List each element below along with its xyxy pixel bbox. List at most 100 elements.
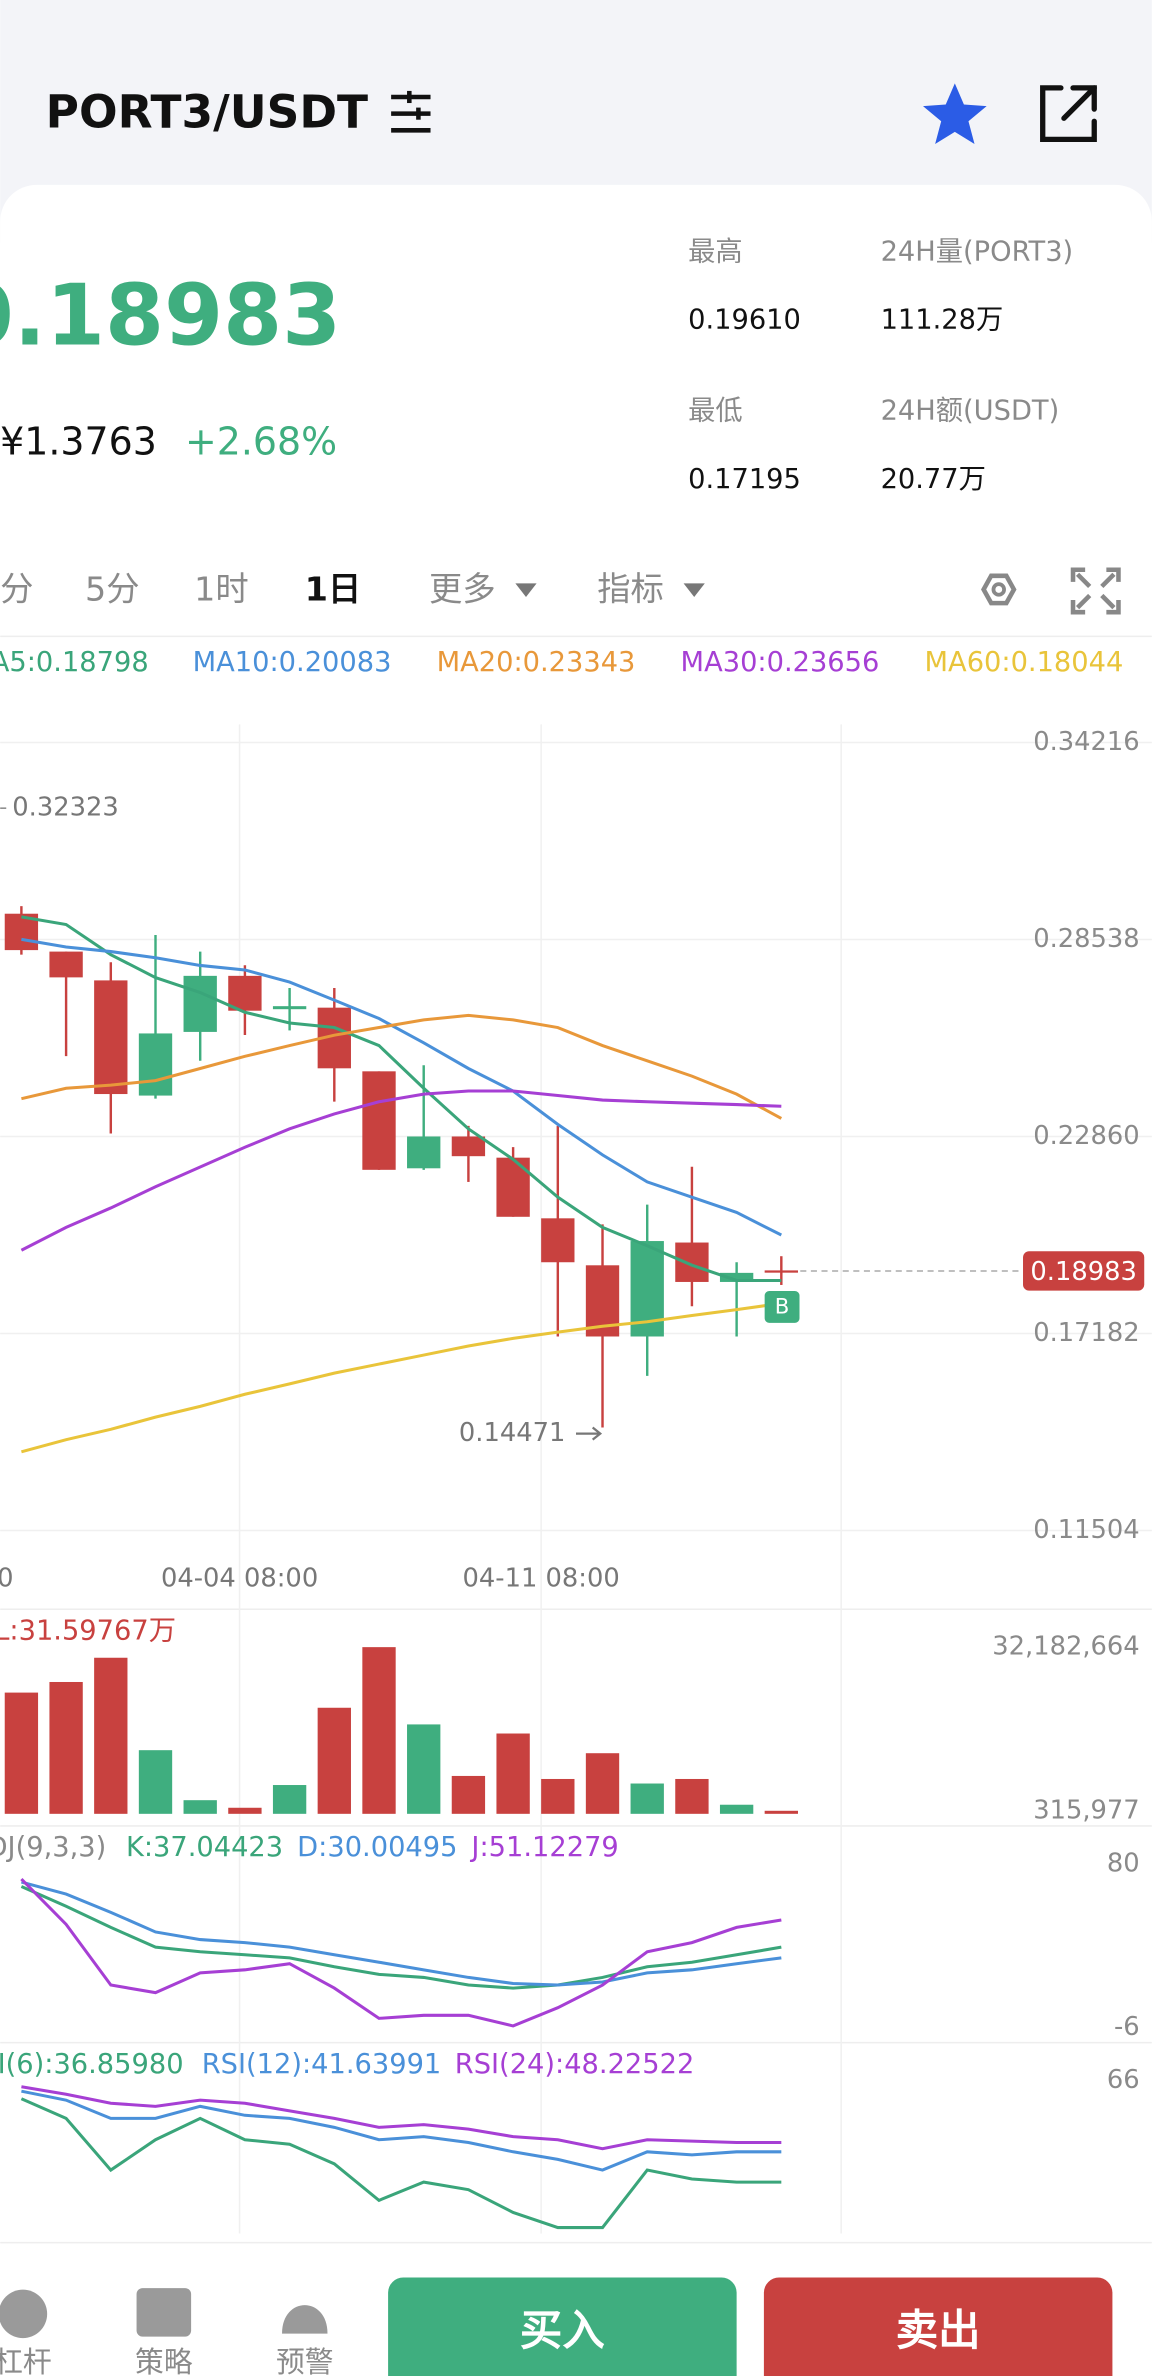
rsi-series-label: RSI(12):41.63991 [202, 2049, 442, 2080]
stat-label: 24H量(PORT3) [881, 237, 1074, 268]
indicator-line [20, 1885, 782, 1990]
timeframe-tab[interactable]: 指标 [597, 569, 664, 608]
kdj-label: KDJ(9,3,3) [0, 1832, 106, 1863]
x-tick-label: 0 [0, 1563, 14, 1593]
candle-body [496, 1157, 530, 1217]
candle-body [675, 1242, 709, 1282]
nav-label[interactable]: 杠杆 [0, 2345, 52, 2376]
rsi-series-label: RSI(6):36.85980 [0, 2049, 184, 2080]
high-marker: 0.32323 [12, 793, 118, 823]
pair-title: PORT3/USDT [46, 86, 368, 139]
timeframe-tab[interactable]: 1时 [194, 569, 249, 608]
ma-label: MA10:0.20083 [193, 647, 392, 678]
y-tick-label: 80 [1107, 1848, 1140, 1878]
stat-value: 20.77万 [881, 464, 986, 495]
volume-bar [719, 1804, 754, 1814]
current-price-tag [1023, 1251, 1145, 1291]
indicator-line [21, 1013, 783, 1120]
candle-body [764, 1270, 798, 1273]
stat-label: 最低 [688, 396, 743, 427]
trade-button[interactable]: 卖出 [896, 2307, 981, 2356]
current-price-label: 0.18983 [1030, 1257, 1136, 1287]
stat-value: 0.17195 [688, 464, 801, 495]
price-change: +2.68% [185, 419, 337, 463]
ma-label: MA5:0.18798 [0, 647, 149, 678]
candle-body [362, 1071, 396, 1170]
share-icon[interactable] [1040, 85, 1097, 143]
volume-bar [407, 1724, 441, 1814]
stat-value: 111.28万 [881, 305, 1004, 336]
dropdown-arrow [683, 583, 705, 598]
volume-label: VOL:31.59767万 [0, 1615, 176, 1646]
timeframe-tab[interactable]: 分 [0, 569, 33, 608]
kdj-series-label: K:37.04423 [126, 1832, 283, 1863]
candle-body [49, 951, 83, 978]
trade-button[interactable]: 买入 [520, 2307, 605, 2356]
candle-body [541, 1218, 575, 1263]
volume-bar [541, 1778, 575, 1814]
volume-bar [94, 1657, 128, 1814]
y-tick-label: 0.17182 [1033, 1318, 1139, 1348]
rsi-series-label: RSI(24):48.22522 [455, 2049, 695, 2080]
indicator-line [21, 2089, 782, 2172]
y-tick-label: 0.34216 [1033, 727, 1139, 757]
volume-bar [228, 1807, 262, 1814]
timeframe-tab[interactable]: 更多 [429, 569, 496, 608]
candle-body [228, 975, 262, 1011]
y-tick-label: -6 [1114, 2012, 1140, 2042]
x-tick-label: 04-11 08:00 [463, 1563, 620, 1593]
candle-body [719, 1272, 754, 1282]
kdj-series-label: D:30.00495 [297, 1832, 457, 1863]
y-tick-label: 32,182,664 [992, 1632, 1139, 1662]
volume-bar [183, 1800, 217, 1814]
stat-label: 24H额(USDT) [881, 396, 1060, 427]
y-tick-label: 0.22860 [1033, 1121, 1139, 1151]
y-tick-label: 0.28538 [1033, 924, 1139, 954]
volume-bar [764, 1810, 798, 1814]
ma-label: MA30:0.23656 [681, 647, 880, 678]
fullscreen-icon[interactable] [1070, 567, 1121, 615]
candle-body [407, 1136, 441, 1169]
x-tick-label: 04-04 08:00 [161, 1563, 318, 1593]
buy-button-background[interactable] [388, 2277, 737, 2376]
volume-bar [49, 1681, 83, 1814]
y-tick-label: 0.11504 [1033, 1515, 1139, 1545]
pair-menu-icon[interactable] [391, 90, 431, 133]
stat-label: 最高 [688, 237, 743, 268]
favorite-star[interactable] [923, 83, 987, 144]
dropdown-arrow [515, 583, 537, 598]
timeframe-tab[interactable]: 5分 [85, 569, 140, 608]
indicator-line [20, 1877, 782, 2028]
low-marker-arrow [576, 1426, 603, 1441]
settings-icon[interactable] [981, 573, 1017, 606]
indicator-line [21, 1301, 782, 1454]
nav-label[interactable]: 预警 [276, 2345, 334, 2376]
indicator-line [21, 1880, 782, 1987]
ma-label: MA20:0.23343 [437, 647, 636, 678]
y-tick-label: 66 [1107, 2065, 1140, 2095]
volume-bar [272, 1785, 307, 1814]
timeframe-tab[interactable]: 1日 [305, 569, 362, 608]
buy-marker-bg [764, 1291, 800, 1323]
nav-label[interactable]: 策略 [135, 2345, 193, 2376]
low-marker: 0.14471 [459, 1418, 565, 1448]
volume-bar [138, 1750, 173, 1814]
sell-button-background[interactable] [763, 2277, 1113, 2376]
indicator-line [21, 937, 783, 1237]
indicator-line [20, 1089, 782, 1252]
candle-body [451, 1136, 486, 1157]
candle-body [138, 1033, 173, 1096]
volume-bar [4, 1692, 39, 1814]
y-tick-label: 315,977 [1033, 1795, 1139, 1825]
candle-body [183, 975, 217, 1032]
indicator-line [21, 915, 782, 1282]
ma-label: MA60:0.18044 [925, 647, 1124, 678]
nav-icons [0, 2288, 328, 2339]
price-cny: ¥1.3763 [0, 419, 157, 463]
kdj-series-label: J:51.12279 [469, 1832, 618, 1863]
volume-bar [675, 1778, 709, 1814]
volume-bar [317, 1707, 351, 1814]
volume-bar [630, 1783, 664, 1814]
